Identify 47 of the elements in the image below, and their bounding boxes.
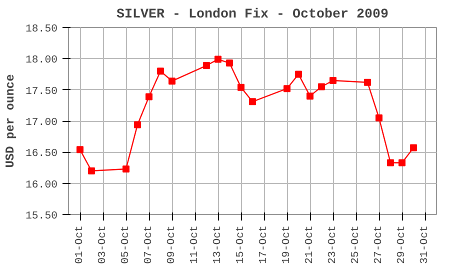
point — [238, 84, 244, 91]
point — [214, 56, 222, 63]
point — [306, 92, 314, 100]
x-tick-label: 15-Oct — [235, 225, 247, 264]
x-tick-label: 25-Oct — [350, 225, 362, 264]
point — [134, 121, 141, 128]
point — [122, 165, 130, 172]
y-tick-label: 17.00 — [26, 117, 58, 129]
y-tick-label: 18.00 — [26, 54, 58, 67]
point — [157, 68, 164, 75]
point — [88, 167, 95, 174]
chart-title: SILVER - London Fix - October 2009 — [116, 8, 388, 22]
point — [364, 78, 371, 86]
point — [318, 83, 325, 90]
x-tick-label: 03-Oct — [97, 225, 109, 264]
point — [146, 93, 152, 100]
x-tick-label: 21-Oct — [304, 225, 316, 264]
x-tick-label: 27-Oct — [373, 225, 385, 264]
x-tick-label: 05-Oct — [120, 225, 132, 264]
point — [398, 159, 406, 166]
y-tick-label: 15.50 — [26, 210, 58, 222]
point — [376, 114, 382, 122]
y-tick-label: 16.00 — [26, 179, 58, 192]
x-tick-label: 23-Oct — [327, 225, 339, 264]
x-tick-label: 13-Oct — [212, 225, 224, 264]
point — [330, 76, 336, 84]
x-tick-label: 01-Oct — [74, 225, 86, 264]
point — [168, 78, 176, 85]
x-tick-label: 17-Oct — [258, 225, 270, 264]
x-tick-label: 31-Oct — [419, 225, 431, 264]
y-axis-title: USD per ounce — [4, 74, 18, 168]
y-tick-label: 18.50 — [26, 24, 58, 36]
x-tick-label: 09-Oct — [166, 225, 178, 264]
x-tick-label: 07-Oct — [143, 225, 155, 264]
point — [76, 146, 84, 154]
point — [410, 144, 417, 152]
x-tick-label: 19-Oct — [281, 225, 293, 264]
point — [284, 85, 290, 92]
point — [387, 159, 394, 166]
x-tick-label: 29-Oct — [396, 225, 408, 264]
y-tick-label: 17.50 — [26, 86, 58, 98]
point — [295, 70, 302, 78]
point — [203, 62, 210, 70]
x-tick-label: 11-Oct — [189, 225, 201, 264]
y-tick-label: 16.50 — [26, 148, 58, 160]
point — [249, 98, 256, 106]
point — [226, 60, 233, 67]
